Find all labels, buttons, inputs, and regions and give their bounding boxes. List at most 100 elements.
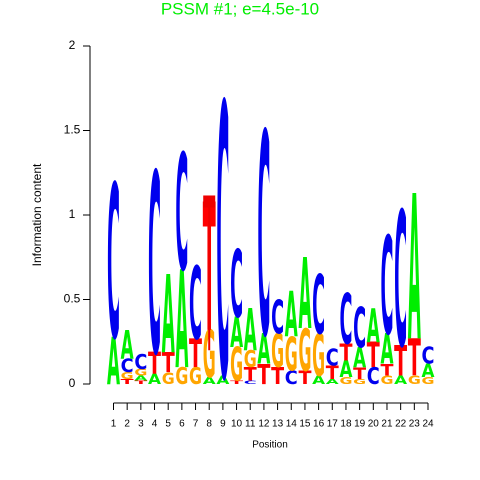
logo-letter: G: [380, 374, 393, 387]
x-tick-label: 20: [368, 419, 380, 430]
logo-letter: C: [367, 364, 380, 390]
x-tick-label: 23: [409, 419, 421, 430]
x-tick-label: 11: [245, 419, 256, 430]
chart-title: PSSM #1; e=4.5e-10: [161, 0, 319, 18]
logo-letter: G: [230, 338, 243, 392]
logo-letter: T: [380, 361, 393, 380]
logo-letter: T: [230, 380, 244, 385]
logo-letter: C: [422, 344, 435, 370]
logo-letter: A: [230, 309, 243, 358]
logo-letter: C: [380, 208, 393, 366]
logo-letter: T: [257, 360, 270, 392]
y-tick-label: 1.5: [64, 123, 81, 137]
logo-letter: A: [394, 374, 408, 387]
x-tick-label: 14: [286, 419, 298, 430]
logo-letter: A: [121, 322, 134, 368]
x-tick-label: 6: [179, 419, 185, 430]
y-axis-label: Information content: [30, 163, 44, 266]
logo-letter: G: [298, 317, 311, 385]
logo-letter: A: [203, 376, 216, 387]
logo-letter: A: [298, 240, 311, 352]
logo-letter: A: [367, 300, 380, 354]
logo-letter: C: [271, 291, 284, 345]
logo-letter: T: [134, 380, 148, 385]
logo-letter: A: [244, 296, 257, 364]
logo-letter: T: [339, 341, 352, 367]
y-tick-label: 1: [69, 207, 76, 221]
logo-letter: A: [148, 373, 162, 389]
logo-letter: C: [216, 26, 229, 464]
x-tick-label: 13: [272, 419, 284, 430]
logo-letter: A: [216, 374, 230, 387]
logo-letter: A: [380, 326, 393, 375]
logo-letter: T: [162, 348, 175, 380]
x-tick-label: 7: [193, 419, 199, 430]
x-tick-label: 19: [354, 419, 366, 430]
logo-letter: G: [271, 325, 284, 379]
logo-letter: C: [312, 258, 325, 353]
logo-letter: C: [121, 355, 134, 377]
x-tick-label: 4: [152, 419, 158, 430]
logo-letter: G: [244, 347, 257, 373]
logo-letter: G: [285, 328, 298, 382]
logo-letter: T: [271, 364, 284, 390]
logo-letter: G: [422, 376, 435, 387]
x-tick-label: 22: [395, 419, 407, 430]
logo-letter: T: [408, 328, 421, 388]
logo-letter: G: [175, 364, 188, 390]
logo-letter: C: [326, 346, 339, 372]
logo-letter: A: [353, 343, 366, 375]
x-axis-label: Position: [252, 440, 288, 451]
logo-letter: G: [408, 374, 421, 387]
logo-letter: G: [162, 370, 175, 389]
logo-letter: G: [339, 376, 352, 387]
logo-letter: C: [353, 296, 366, 361]
x-tick-label: 8: [206, 419, 212, 430]
logo-letter: A: [408, 155, 421, 386]
y-tick-label: 0.5: [64, 292, 81, 306]
logo-letter: A: [422, 360, 436, 382]
logo-letter: A: [312, 374, 326, 387]
logo-letter: C: [175, 121, 188, 307]
logo-letter: C: [148, 123, 161, 411]
logo-letter: C: [107, 142, 120, 388]
logo-letter: A: [285, 279, 298, 352]
logo-letter: C: [257, 76, 270, 400]
logo-letter: G: [203, 319, 216, 394]
logo-letter: C: [230, 231, 243, 339]
logo-letter: G: [312, 322, 325, 390]
x-tick-label: 15: [299, 419, 311, 430]
logo-letter: C: [339, 279, 352, 360]
logo-letter: T: [367, 337, 380, 377]
logo-letter: A: [257, 326, 270, 375]
logo-letter: T: [394, 338, 407, 387]
logo-letter: G: [353, 378, 366, 386]
logo-letter: C: [189, 246, 202, 362]
logo-letter: T: [298, 367, 311, 389]
logo-letter: T: [353, 365, 366, 384]
x-tick-label: 18: [340, 419, 352, 430]
x-tick-label: 21: [381, 419, 393, 430]
logo-letter: C: [244, 380, 257, 385]
logo-letter: C: [134, 351, 147, 375]
logo-letter: C: [285, 367, 298, 389]
marker-point: [203, 195, 216, 208]
x-tick-label: 9: [220, 419, 226, 430]
logo-letter: A: [339, 358, 352, 384]
logo-letter: A: [134, 375, 147, 383]
logo-letter: T: [326, 362, 339, 384]
x-tick-label: 24: [422, 419, 434, 430]
logo-letter: A: [326, 378, 339, 386]
x-tick-label: 17: [327, 419, 339, 430]
logo-letter: A: [175, 242, 188, 400]
y-tick-label: 0: [69, 376, 76, 390]
x-tick-label: 16: [313, 419, 325, 430]
y-tick-label: 2: [69, 38, 76, 52]
logo-letter: A: [107, 326, 120, 401]
x-tick-label: 10: [231, 419, 243, 430]
logo-letter: G: [121, 371, 134, 382]
logo-letter: A: [162, 252, 175, 377]
logo-letter: T: [148, 347, 161, 382]
x-tick-label: 12: [258, 419, 270, 430]
